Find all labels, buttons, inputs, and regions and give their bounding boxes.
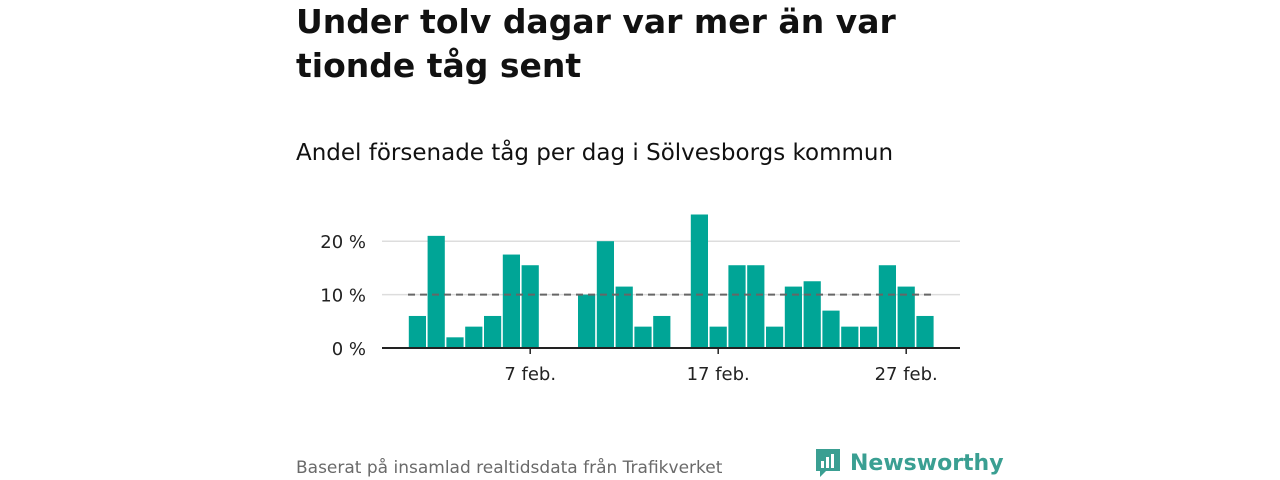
bar xyxy=(860,326,878,348)
x-tick-label: 17 feb. xyxy=(687,364,750,385)
bar xyxy=(408,315,426,348)
y-tick-label: 10 % xyxy=(320,286,366,307)
bar xyxy=(709,326,727,348)
bar xyxy=(427,235,445,348)
bar xyxy=(446,337,464,348)
chart-subtitle: Andel försenade tåg per dag i Sölvesborg… xyxy=(296,140,894,166)
bar xyxy=(916,315,934,348)
bar xyxy=(653,315,671,348)
brand-name: Newsworthy xyxy=(850,450,1004,476)
newsworthy-logo-icon xyxy=(816,449,840,477)
chart-title: Under tolv dagar var mer än var tionde t… xyxy=(296,2,896,85)
bar xyxy=(784,286,802,348)
x-tick-label: 27 feb. xyxy=(875,364,938,385)
bar xyxy=(747,265,765,348)
x-tick-label: 7 feb. xyxy=(504,364,556,385)
bar xyxy=(465,326,483,348)
y-tick-label: 20 % xyxy=(320,232,366,253)
bar xyxy=(615,286,633,348)
brand-logo: Newsworthy xyxy=(814,446,1004,480)
bar xyxy=(728,265,746,348)
source-note: Baserat på insamlad realtidsdata från Tr… xyxy=(296,458,723,478)
bar xyxy=(521,265,539,348)
bar xyxy=(502,254,520,348)
bar xyxy=(690,214,708,348)
bar-chart: 0 % 10 % 20 % 7 feb. 17 feb. 27 feb. xyxy=(320,214,960,385)
bar xyxy=(578,294,596,348)
bar xyxy=(841,326,859,348)
bar xyxy=(803,281,821,348)
bar xyxy=(484,315,502,348)
bar xyxy=(897,286,915,348)
bar xyxy=(878,265,896,348)
y-tick-label: 0 % xyxy=(332,339,366,360)
bar xyxy=(766,326,784,348)
bar xyxy=(822,310,840,348)
bar xyxy=(634,326,652,348)
